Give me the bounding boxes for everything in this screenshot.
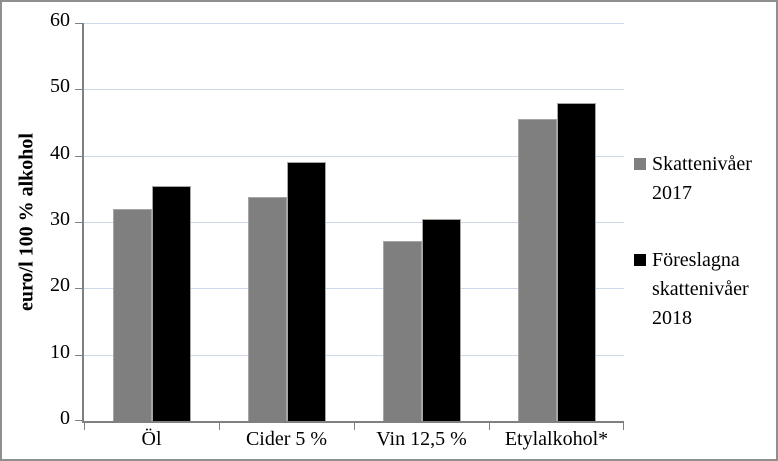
gridline: [84, 288, 624, 290]
gridline: [84, 222, 624, 223]
legend-swatch: [634, 158, 646, 170]
bar-series1-vin-12-5-: [382, 240, 422, 421]
x-axis-tick: [354, 423, 355, 430]
bar-series2-cider-5-: [286, 162, 326, 421]
y-tick-label: 50: [50, 75, 70, 98]
bar-series2-etylalkohol-: [556, 103, 596, 421]
y-tick-label: 30: [50, 208, 70, 230]
legend-item: Föreslagna skattenivåer 2018: [634, 246, 776, 333]
y-axis-tick: [75, 23, 84, 24]
legend-swatch: [634, 254, 646, 266]
x-category-label: Cider 5 %: [245, 428, 328, 450]
bar-series1-etylalkohol-: [517, 118, 557, 421]
y-tick-label: 10: [50, 340, 70, 363]
y-tick-label: 40: [50, 141, 70, 164]
legend: Skattenivåer 2017 Föreslagna skattenivåer…: [634, 150, 776, 333]
bar-series1-öl: [112, 208, 152, 421]
x-axis-tick: [623, 423, 624, 430]
legend-label: Föreslagna skattenivåer 2018: [652, 249, 749, 329]
plot-area: 0 10 20 30 40 50 60: [50, 9, 624, 430]
x-category-label: Öl: [141, 428, 162, 450]
x-axis-tick: [84, 423, 85, 430]
x-axis-tick: [489, 423, 490, 430]
y-tick-label: 0: [60, 407, 70, 429]
x-axis-tick: [219, 423, 220, 430]
y-axis-tick: [75, 288, 84, 290]
bar-series1-cider-5-: [247, 196, 287, 421]
y-tick-label: 60: [50, 9, 70, 31]
bar-series2-vin-12-5-: [421, 218, 461, 421]
x-axis-labels: Öl Cider 5 % Vin 12,5 % Etylalkohol*: [84, 428, 624, 454]
gridline: [84, 354, 624, 356]
gridline: [84, 23, 624, 24]
y-axis-tick: [75, 222, 84, 223]
y-axis-tick: [75, 354, 84, 356]
bar-series2-öl: [151, 185, 191, 421]
gridline: [84, 89, 624, 91]
y-axis-tick: [75, 89, 84, 91]
x-category-label: Etylalkohol*: [504, 428, 609, 450]
legend-label: Skattenivåer 2017: [652, 153, 752, 204]
legend-item: Skattenivåer 2017: [634, 150, 776, 208]
x-category-label: Vin 12,5 %: [376, 428, 467, 450]
y-tick-label: 20: [50, 274, 70, 297]
gridline: [84, 155, 624, 157]
y-axis-tick: [75, 420, 84, 421]
y-axis-tick: [75, 155, 84, 157]
